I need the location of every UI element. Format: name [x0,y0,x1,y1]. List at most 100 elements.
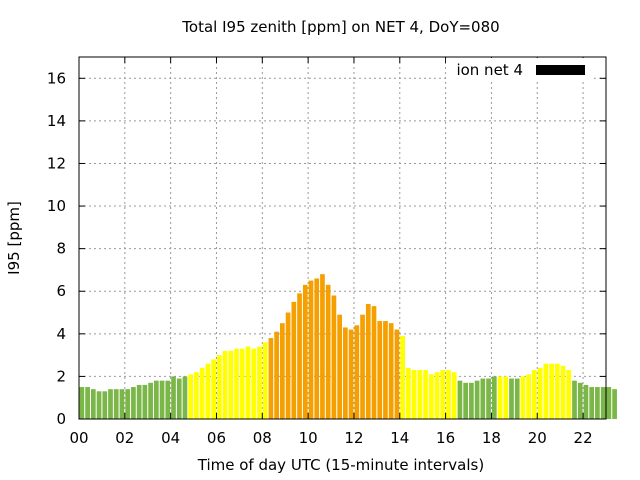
x-tick-label: 00 [69,429,88,447]
bar [325,284,331,419]
bar [131,387,136,419]
bar [176,378,182,419]
x-tick-label: 02 [115,429,134,447]
bar [291,301,297,419]
grid [79,57,606,419]
bar [526,374,532,419]
y-tick-label: 14 [47,112,66,130]
x-tick-label: 18 [482,429,501,447]
bar [520,376,526,419]
bar [560,365,566,419]
bar [331,295,337,419]
x-tick-label: 06 [207,429,226,447]
bar [583,384,589,419]
bar [268,338,274,419]
bar [554,363,560,419]
bar [239,348,245,419]
y-tick-label: 6 [56,282,66,300]
bar [308,280,314,419]
bar [532,370,537,419]
bar [589,387,595,419]
y-tick-label: 12 [47,154,66,172]
bar [457,380,463,419]
bar [577,382,583,419]
bar [343,327,348,419]
bar [337,314,342,419]
y-tick-label: 2 [56,367,66,385]
bar [469,382,474,419]
y-tick-label: 8 [56,240,66,258]
bar [474,380,480,419]
bar [400,335,405,419]
bar [446,370,451,419]
bar [411,370,417,419]
bar [79,387,85,419]
y-tick-label: 4 [56,325,66,343]
bar [228,350,234,419]
x-tick-label: 12 [344,429,363,447]
bar [153,380,159,419]
bar [194,372,199,419]
bar [360,314,365,419]
bar [85,387,90,419]
bar [188,374,194,419]
bar [314,278,320,419]
bar [102,391,108,419]
bar [125,389,131,419]
bar [171,376,176,419]
bar [491,376,497,419]
bar [222,350,228,419]
bar [566,370,572,419]
bar [245,346,251,419]
bar [383,321,388,419]
bar [96,391,102,419]
bar [211,359,216,419]
y-tick-label: 16 [47,69,66,87]
bar [136,384,142,419]
bar [543,363,549,419]
bar [537,367,543,419]
bar [297,293,302,419]
bar [451,372,457,419]
bar [377,321,383,419]
bar [612,389,617,419]
bar [113,389,119,419]
legend-swatch [536,65,585,75]
x-ticks: 00 02 04 06 08 10 12 14 16 18 20 22 [69,57,593,447]
bar [600,387,606,419]
x-tick-label: 14 [390,429,409,447]
bar [440,370,446,419]
bar [165,380,171,419]
bar [463,382,469,419]
chart-title: Total I95 zenith [ppm] on NET 4, DoY=080 [181,18,499,36]
bar [142,384,148,419]
bar [257,346,262,419]
bar [606,387,612,419]
bar [503,376,509,419]
bar [320,274,325,419]
bar [486,378,491,419]
plot-frame [78,56,607,420]
bar [205,363,211,419]
y-axis-label: I95 [ppm] [5,201,23,275]
bar [182,376,188,419]
bar [434,372,440,419]
x-axis-label: Time of day UTC (15-minute intervals) [197,456,484,474]
bar [348,329,354,419]
bar [423,370,428,419]
x-tick-label: 04 [161,429,180,447]
legend-label: ion net 4 [456,61,523,79]
bar [148,382,153,419]
x-tick-label: 16 [436,429,455,447]
bar [549,363,554,419]
bar [417,370,423,419]
legend: ion net 4 [446,58,594,82]
bar [90,389,96,419]
bar [428,374,434,419]
bar [302,284,308,419]
bar [480,378,486,419]
bar [280,323,285,419]
bar [371,306,377,419]
bar [497,376,503,419]
